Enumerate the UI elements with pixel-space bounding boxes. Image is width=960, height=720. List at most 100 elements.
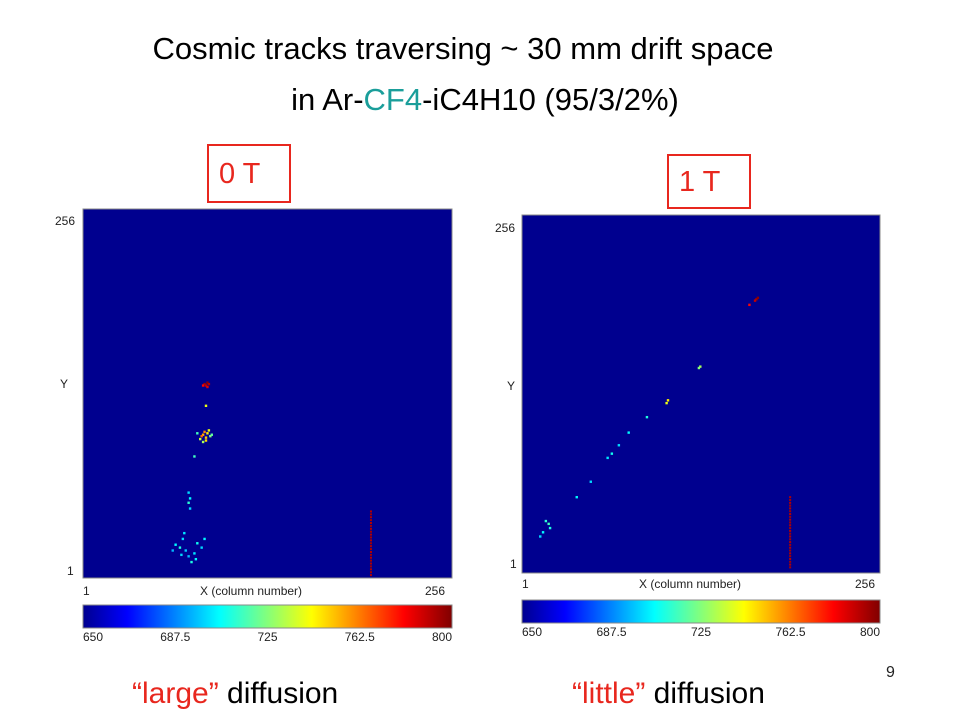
caption-left: “large” diffusion	[132, 676, 338, 712]
column-hit-0	[369, 559, 372, 562]
colorbar-tick: 800	[860, 625, 880, 639]
title-highlight-cf4: CF4	[363, 82, 423, 117]
column-hit-0	[789, 529, 792, 532]
hit-point	[201, 433, 205, 436]
column-hit-0	[369, 545, 372, 548]
hit-point	[193, 552, 196, 555]
hit-point	[187, 555, 190, 558]
column-hit-0	[789, 524, 792, 527]
column-hit-0	[369, 524, 372, 527]
hit-point	[180, 553, 183, 557]
hit-point	[201, 440, 205, 444]
hit-point	[207, 429, 211, 432]
column-hit-0	[789, 507, 792, 510]
colorbar-tick: 650	[522, 625, 542, 639]
column-hit-0	[369, 522, 372, 525]
x-axis-label: X (column number)	[639, 577, 741, 591]
y-axis-label: Y	[60, 377, 68, 391]
field-label-right: 1 T	[667, 154, 751, 209]
hit-point	[606, 456, 609, 460]
hit-point	[589, 480, 592, 483]
hit-point	[755, 298, 758, 301]
y-tick-top: 256	[495, 221, 515, 235]
column-hit-0	[789, 518, 792, 521]
column-hit-0	[789, 510, 792, 513]
colorbar-tick: 725	[257, 630, 277, 644]
colorbar-tick: 800	[432, 630, 452, 644]
x-tick-right: 256	[855, 577, 875, 591]
hit-point	[544, 519, 548, 523]
title-prefix: in Ar-	[291, 82, 364, 117]
hit-point	[539, 535, 542, 538]
hit-map-left: 256 11 256 Y X (column number) 650 687.5 725 762…	[55, 208, 453, 644]
column-hit-0	[789, 538, 792, 541]
column-hit-0	[789, 513, 792, 516]
colorbar	[82, 604, 453, 629]
hit-point	[207, 382, 211, 386]
colorbar-tick: 762.5	[775, 625, 805, 639]
column-hit-0	[789, 546, 792, 549]
column-hit-0	[369, 574, 372, 577]
y-tick-bottom: 1	[510, 557, 517, 571]
column-hit-0	[789, 515, 792, 518]
hit-point	[610, 452, 614, 455]
column-hit-0	[789, 501, 792, 504]
column-hit-0	[369, 562, 372, 565]
column-hit-0	[789, 504, 792, 507]
hit-point	[665, 401, 668, 405]
hit-point	[627, 431, 630, 434]
caption-right-quoted: “little”	[572, 677, 646, 710]
column-hit-0	[369, 553, 372, 556]
hit-point	[203, 430, 206, 434]
field-label-right-text: 1 T	[679, 166, 721, 198]
hit-point	[171, 549, 174, 552]
plot-area	[521, 214, 881, 574]
colorbar	[521, 599, 881, 624]
column-hit-0	[369, 530, 372, 533]
field-label-left-text: 0 T	[219, 158, 261, 190]
hit-map-right: 256 11 256 Y X (column number) 650 687.5 725 762…	[495, 214, 881, 639]
column-hit-0	[789, 563, 792, 566]
caption-right: “little” diffusion	[572, 676, 765, 712]
column-hit-0	[369, 539, 372, 542]
column-hit-0	[369, 571, 372, 574]
hit-point	[174, 543, 177, 546]
colorbar-tick: 687.5	[160, 630, 190, 644]
column-hit-0	[789, 557, 792, 560]
x-tick-left: 1	[522, 577, 529, 591]
hit-point	[204, 439, 208, 442]
hit-point	[187, 491, 190, 494]
column-hit-0	[369, 568, 372, 571]
hit-point	[206, 432, 209, 435]
hit-point	[548, 526, 552, 530]
hit-point	[200, 434, 203, 438]
hit-point	[645, 415, 649, 419]
hit-point	[206, 381, 209, 384]
hit-point	[756, 296, 760, 300]
column-hit-0	[789, 521, 792, 524]
hit-point	[181, 537, 185, 541]
column-hit-0	[789, 527, 792, 530]
colorbar-tick: 762.5	[345, 630, 375, 644]
column-hit-0	[369, 556, 372, 559]
hit-point	[188, 497, 192, 500]
hit-point	[748, 303, 751, 307]
column-hit-0	[789, 541, 792, 544]
hit-point	[194, 557, 198, 561]
hit-point	[547, 522, 550, 526]
hit-point	[196, 542, 199, 545]
column-hit-0	[789, 552, 792, 555]
column-hit-0	[369, 516, 372, 519]
column-hit-0	[369, 536, 372, 539]
hit-point	[196, 432, 199, 435]
title-suffix: -iC4H10 (95/3/2%)	[422, 82, 679, 117]
hit-point	[190, 560, 193, 564]
column-hit-0	[369, 513, 372, 516]
column-hit-0	[369, 550, 372, 553]
y-tick-bottom: 1	[67, 564, 74, 578]
colorbar-tick: 650	[83, 630, 103, 644]
slide-title-line-1: Cosmic tracks traversing ~ 30 mm drift s…	[152, 31, 774, 66]
column-hit-0	[789, 535, 792, 538]
hit-point	[178, 546, 182, 549]
